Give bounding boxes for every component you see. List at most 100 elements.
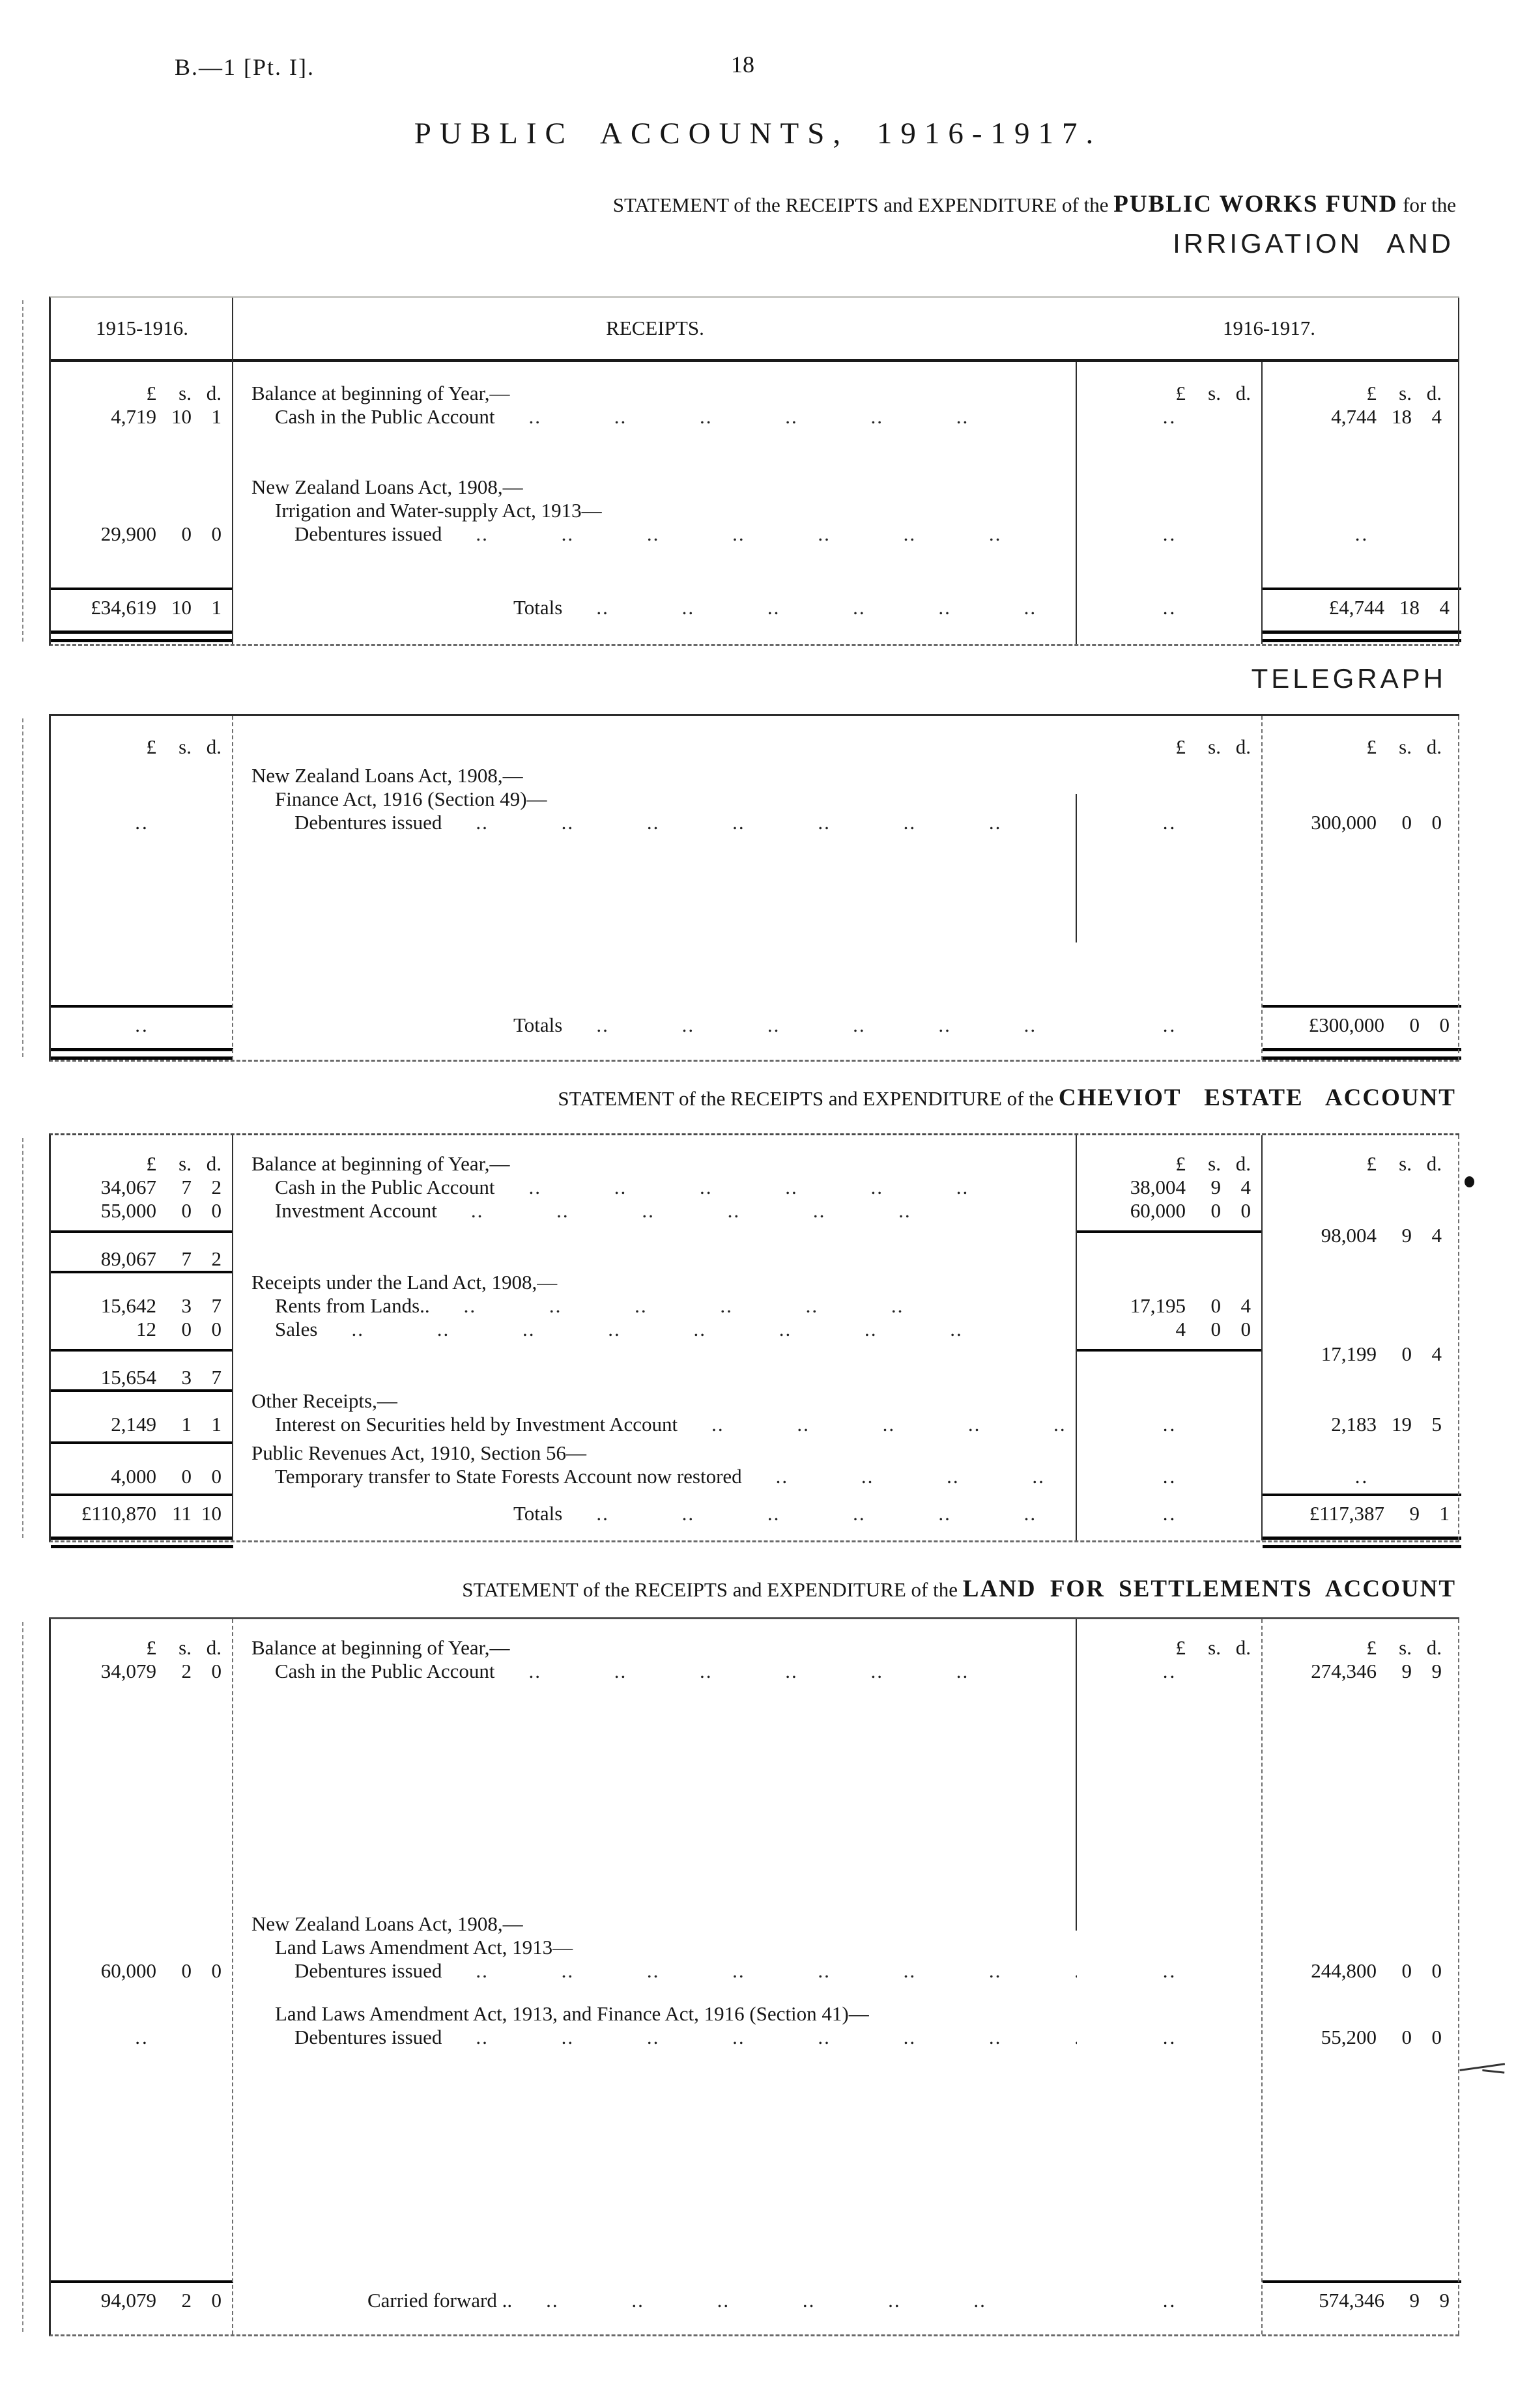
- column-rule: [1458, 1135, 1461, 1540]
- amount-1916: 2,183 19 5: [1331, 1413, 1442, 1436]
- amount-right: 300,000 0 0: [1311, 811, 1442, 834]
- amount-1915: 55,000 0 0: [100, 1199, 222, 1222]
- table-row: .. Debentures issued.. .. .. .. .. .. ..…: [51, 2026, 1459, 2049]
- statement-prefix: STATEMENT of the RECEIPTS and EXPENDITUR…: [462, 1578, 963, 1601]
- amount-mid: ..: [1162, 2026, 1177, 2048]
- page-title: PUBLIC ACCOUNTS, 1916-1917.: [414, 117, 1102, 150]
- total-rule: [1263, 588, 1461, 590]
- column-rule: [232, 1619, 235, 2334]
- currency-header-mid: £ s. d.: [1175, 1636, 1251, 1659]
- dot-leader: .. .. .. .. .. ..: [596, 1013, 1037, 1036]
- margin-dash-line: [22, 1138, 23, 1538]
- sub-group-label: Land Laws Amendment Act, 1913—: [275, 1936, 573, 1959]
- double-rule: [1263, 630, 1461, 642]
- column-rule: [1076, 362, 1077, 644]
- group-label: Balance at beginning of Year,—: [251, 1636, 510, 1659]
- amount-mid: ..: [1162, 1413, 1177, 1436]
- total-rule: [1263, 1005, 1461, 1008]
- table-row: 34,067 7 2 Cash in the Public Account .. ..…: [51, 1176, 1459, 1199]
- column-rule: [1458, 716, 1461, 1060]
- amount-1915: 12 0 0: [136, 1318, 222, 1340]
- statement-suffix: for the: [1397, 193, 1456, 216]
- total-rule: [51, 1494, 233, 1496]
- ink-blot-artifact: [1465, 1176, 1474, 1187]
- total-rule: [51, 1005, 233, 1008]
- document-reference: B.—1 [Pt. I].: [175, 54, 315, 80]
- column-header-1916-1917: 1916-1917.: [1222, 317, 1316, 339]
- subtotal-amount-right: 17,199 0 4: [1321, 1342, 1442, 1365]
- amount-1915: 4,000 0 0: [111, 1465, 222, 1488]
- total-rule: [51, 588, 233, 590]
- dot-leader: .. .. .. .. .. ..: [528, 1176, 969, 1198]
- row-label: Investment Account: [275, 1199, 437, 1222]
- amount-1915: 4,719 10 1: [111, 405, 222, 428]
- column-rule: [1458, 1619, 1461, 2334]
- amount-1916: ..: [1354, 522, 1369, 545]
- page-number: 18: [731, 51, 754, 78]
- subtotal-amount-right: 98,004 9 4: [1321, 1224, 1442, 1247]
- amount-mid: ..: [1162, 1502, 1177, 1525]
- amount-1916: 55,200 0 0: [1321, 2026, 1442, 2048]
- dot-leader: .. .. .. .. .. ..: [528, 1660, 969, 1682]
- column-rule: [1261, 1135, 1263, 1540]
- dot-leader: .. .. .. .. ..: [711, 1413, 1066, 1436]
- table-row: £ s. d. Balance at beginning of Year,— £ s.…: [51, 382, 1459, 405]
- account-name-land-for-settlements: LAND FOR SETTLEMENTS ACCOUNT: [962, 1576, 1456, 1602]
- sub-group-label: Irrigation and Water-supply Act, 1913—: [275, 499, 602, 522]
- column-rule: [232, 1135, 233, 1540]
- margin-dash-line: [22, 718, 23, 1057]
- table-row: Public Revenues Act, 1910, Section 56—: [51, 1441, 1459, 1465]
- statement-heading-land-for-settlements: STATEMENT of the RECEIPTS and EXPENDITUR…: [462, 1575, 1456, 1603]
- dot-leader: .. .. .. .. .. ..: [596, 1502, 1037, 1525]
- double-rule: [51, 1048, 233, 1060]
- total-rule: [1263, 2280, 1461, 2283]
- dot-leader: .. .. .. ..: [775, 1465, 1045, 1488]
- account-name-cheviot-estate: CHEVIOT ESTATE ACCOUNT: [1058, 1084, 1456, 1111]
- currency-header-mid: £ s. d.: [1175, 735, 1251, 758]
- row-label: Cash in the Public Account: [275, 1176, 495, 1198]
- group-label: New Zealand Loans Act, 1908,—: [251, 764, 523, 787]
- column-rule: [232, 298, 233, 644]
- total-amount-left: ..: [135, 1013, 149, 1036]
- heading-telegraph: TELEGRAPH: [1251, 663, 1446, 694]
- total-amount-right: £300,000 0 0: [1308, 1013, 1450, 1036]
- currency-header-right: £ s. d.: [1366, 735, 1442, 758]
- amount-mid: ..: [1162, 522, 1177, 545]
- amount-1916: 274,346 9 9: [1311, 1660, 1442, 1682]
- amount-1915: 29,900 0 0: [100, 522, 222, 545]
- subtotal-rule: [51, 1389, 233, 1392]
- amount-1916: 244,800 0 0: [1311, 1959, 1442, 1982]
- row-label: Debentures issued: [294, 1959, 442, 1982]
- amount-1915: 34,067 7 2: [100, 1176, 222, 1198]
- table-row: 4,719 10 1 Cash in the Public Account.. ..…: [51, 405, 1459, 429]
- amount-1915: 15,642 3 7: [100, 1294, 222, 1317]
- column-header-receipts: RECEIPTS.: [606, 317, 704, 339]
- total-amount-1916: £117,387 9 1: [1309, 1502, 1450, 1525]
- table-row: 89,067 7 2: [51, 1247, 1459, 1271]
- column-header-1915-1916: 1915-1916.: [95, 317, 189, 339]
- subtotal-rule: [51, 1230, 233, 1233]
- amount-mid: ..: [1162, 2289, 1177, 2312]
- group-label: Balance at beginning of Year,—: [251, 382, 510, 404]
- table-row: Other Receipts,—: [51, 1389, 1459, 1413]
- table-row: New Zealand Loans Act, 1908,—: [51, 475, 1459, 499]
- currency-header-left: £ s. d.: [146, 1152, 222, 1175]
- dot-leader: .. .. .. .. .. ..: [546, 2289, 986, 2312]
- amount-mid: ..: [1162, 596, 1177, 619]
- dot-leader: .. .. .. .. .. .. ..: [476, 522, 1002, 545]
- row-label: Temporary transfer to State Forests Acco…: [275, 1465, 742, 1488]
- currency-header-left: £ s. d.: [146, 735, 222, 758]
- table-row: 15,654 3 7: [51, 1366, 1459, 1389]
- dot-leader: .. .. .. .. .. ..: [596, 596, 1037, 619]
- table-row: £ s. d. Balance at beginning of Year,— £ s.…: [51, 1152, 1459, 1176]
- table-row: Land Laws Amendment Act, 1913, and Finan…: [51, 2002, 1459, 2026]
- table-row: 55,000 0 0 Investment Account .. .. .. .. .…: [51, 1199, 1459, 1223]
- totals-row: £110,870 11 10 Totals.. .. .. .. .. .. .. …: [51, 1494, 1461, 1548]
- dot-leader: .. .. .. .. .. ..: [528, 405, 969, 428]
- currency-header-mid: £ s. d.: [1175, 1152, 1251, 1175]
- carried-amount-1915: 94,079 2 0: [100, 2289, 222, 2312]
- group-label: Public Revenues Act, 1910, Section 56—: [251, 1441, 587, 1464]
- table-row: £ s. d. Balance at beginning of Year,— £ s.…: [51, 1636, 1459, 1660]
